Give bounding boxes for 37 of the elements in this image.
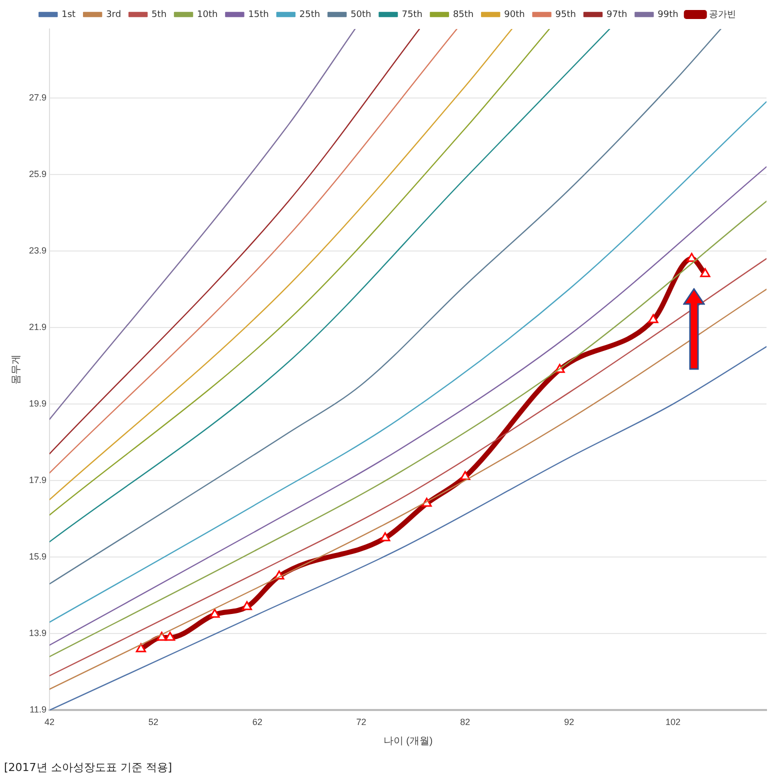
y-tick-label: 23.9 (28, 245, 47, 256)
legend-label: 99th (658, 10, 678, 20)
legend-label: 90th (504, 10, 525, 20)
line-series (50, 29, 610, 542)
y-tick-label: 27.9 (28, 92, 47, 102)
x-tick-label: 62 (252, 717, 262, 728)
legend-label: 85th (452, 10, 474, 20)
x-tick-label: 82 (460, 717, 470, 728)
y-tick-label: 21.9 (28, 322, 47, 332)
legend-label: 1st (62, 10, 76, 20)
legend-label: 5th (152, 10, 167, 20)
x-tick-label: 92 (564, 717, 574, 728)
line-series (50, 101, 766, 623)
legend-label: 25th (299, 10, 320, 20)
y-tick-label: 17.9 (28, 475, 47, 486)
line-series (50, 29, 722, 585)
x-tick-label: 52 (148, 717, 158, 728)
y-tick-label: 15.9 (28, 552, 47, 562)
legend-label: 50th (350, 10, 372, 20)
line-series (50, 346, 766, 710)
legend-label: 75th (402, 10, 422, 20)
text: [2017년 소아성장도표 기준 적용] (4, 760, 172, 775)
legend-label: 공가빈 (708, 10, 736, 20)
y-tick-label: 19.9 (28, 398, 47, 409)
y-tick-label: 13.9 (28, 628, 47, 638)
x-tick-label: 72 (356, 717, 366, 728)
legend-label: 15th (248, 10, 269, 20)
x-tick-label: 42 (44, 717, 55, 728)
legend-label: 10th (197, 10, 218, 20)
y-axis-title: 몸무게 (10, 354, 22, 385)
legend-label: 97th (606, 10, 628, 20)
y-tick-label: 25.9 (28, 168, 47, 179)
x-tick-label: 102 (665, 717, 680, 728)
legend-label: 3rd (106, 10, 122, 20)
legend-label: 95th (555, 10, 576, 20)
y-tick-label: 11.9 (30, 704, 47, 715)
x-axis-title: 나이 (개월) (383, 736, 433, 747)
